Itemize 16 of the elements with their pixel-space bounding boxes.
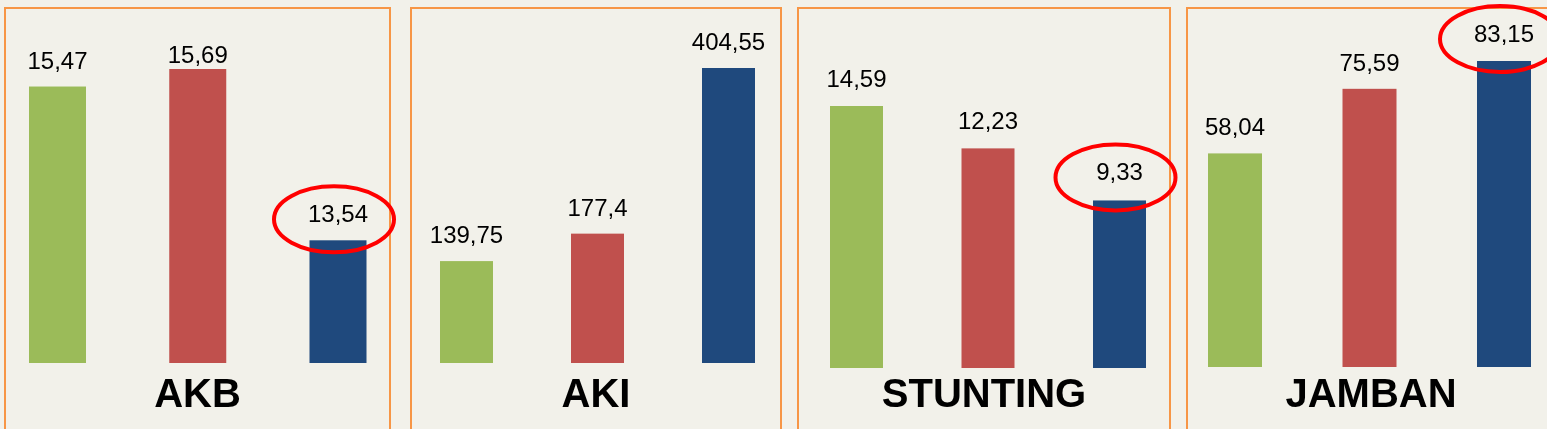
data-label: 58,04 (1204, 113, 1266, 141)
data-label: 139,75 (429, 221, 504, 249)
data-label: 75,59 (1339, 48, 1400, 76)
data-label: 83,15 (1473, 20, 1535, 47)
data-label: 14,59 (826, 65, 887, 92)
text: AKB (154, 371, 241, 415)
data-label: 177,4 (567, 193, 628, 221)
text: JAMBAN (1285, 371, 1457, 415)
data-label: 15,47 (27, 46, 88, 74)
data-label: 9,33 (1096, 158, 1143, 186)
data-label: 12,23 (957, 107, 1019, 135)
data-label: 15,69 (167, 41, 228, 68)
data-label: 13,54 (307, 200, 369, 228)
text: AKI (561, 371, 631, 415)
data-label: 404,55 (691, 28, 766, 55)
text: STUNTING (881, 371, 1087, 415)
